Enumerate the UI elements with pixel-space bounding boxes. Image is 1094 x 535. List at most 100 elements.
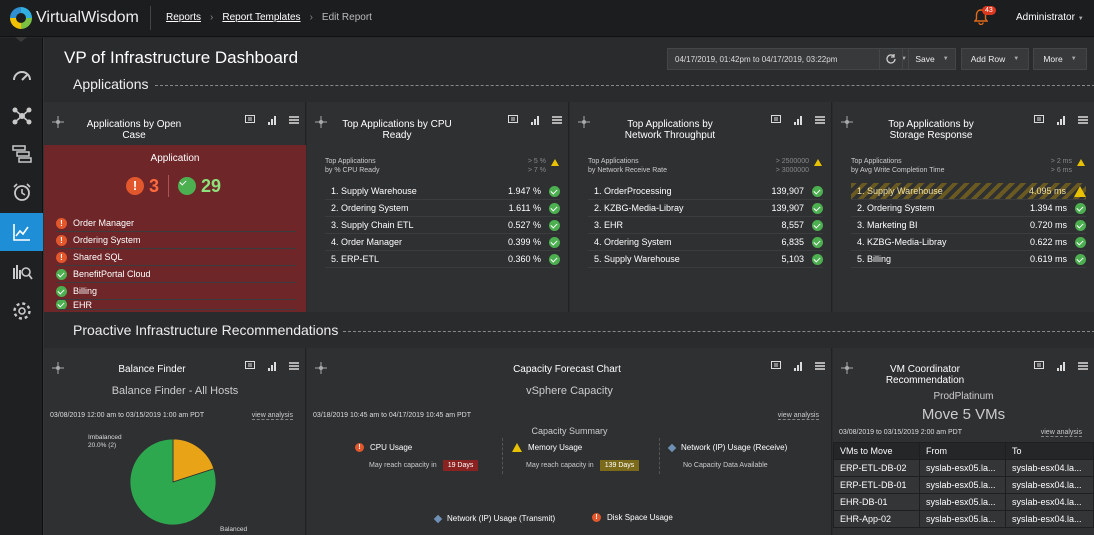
panel-vm-coordinator: VM Coordinator Recommendation ProdPlatin… bbox=[833, 348, 1094, 535]
view-analysis-link[interactable]: view analysis bbox=[1040, 429, 1082, 437]
list-item[interactable]: 4. Ordering System 6,835 bbox=[588, 234, 823, 251]
capacity-label: Network (IP) Usage (Receive) bbox=[681, 443, 788, 452]
bar-chart-icon[interactable] bbox=[1056, 115, 1066, 125]
capacity-network-transmit[interactable]: Network (IP) Usage (Transmit) bbox=[433, 514, 555, 523]
info-diamond-icon bbox=[667, 443, 677, 452]
capacity-cpu[interactable]: ! CPU Usage May reach capacity in 19 Days bbox=[355, 443, 505, 471]
bar-chart-icon[interactable] bbox=[267, 361, 277, 371]
notification-badge: 43 bbox=[982, 6, 996, 15]
panel-title: Top Applications by Storage Response bbox=[888, 119, 974, 141]
list-item[interactable]: 3. EHR 8,557 bbox=[588, 217, 823, 234]
bar-chart-icon[interactable] bbox=[530, 115, 540, 125]
list-item[interactable]: 3. Supply Chain ETL 0.527 % bbox=[325, 217, 560, 234]
user-menu[interactable]: Administrator ▼ bbox=[1016, 12, 1084, 23]
list-item[interactable]: ! Order Manager bbox=[56, 215, 296, 232]
column-header[interactable]: From bbox=[919, 442, 1006, 460]
comment-icon[interactable] bbox=[245, 361, 255, 371]
error-icon: ! bbox=[355, 443, 364, 452]
table-cell: EHR-App-02 bbox=[833, 510, 920, 528]
sidebar-item-settings[interactable] bbox=[0, 292, 43, 330]
check-icon bbox=[549, 185, 560, 197]
list-item[interactable]: 5. Supply Warehouse 5,103 bbox=[588, 251, 823, 268]
column-header[interactable]: To bbox=[1005, 442, 1094, 460]
sidebar-item-alarms[interactable] bbox=[0, 173, 43, 211]
report-search-icon bbox=[12, 265, 33, 280]
menu-icon[interactable] bbox=[815, 115, 825, 125]
comment-icon[interactable] bbox=[508, 115, 518, 125]
sidebar-item-topology[interactable] bbox=[0, 97, 43, 135]
comment-icon[interactable] bbox=[245, 115, 255, 125]
view-analysis-link[interactable]: view analysis bbox=[777, 412, 819, 420]
menu-icon[interactable] bbox=[289, 361, 299, 371]
capacity-memory[interactable]: Memory Usage May reach capacity in 139 Da… bbox=[512, 443, 662, 471]
menu-icon[interactable] bbox=[552, 115, 562, 125]
view-analysis-link[interactable]: view analysis bbox=[251, 412, 293, 420]
list-item[interactable]: 5. Billing 0.619 ms bbox=[851, 251, 1086, 268]
more-button[interactable]: More ▼ bbox=[1033, 48, 1087, 70]
list-item[interactable]: 4. Order Manager 0.399 % bbox=[325, 234, 560, 251]
comment-icon[interactable] bbox=[771, 361, 781, 371]
comment-icon[interactable] bbox=[1034, 361, 1044, 371]
bar-chart-icon[interactable] bbox=[793, 115, 803, 125]
app-name: 2. Ordering System bbox=[331, 203, 409, 213]
list-item[interactable]: 2. Ordering System 1.611 % bbox=[325, 200, 560, 217]
breadcrumb-report-templates[interactable]: Report Templates bbox=[222, 12, 301, 23]
bar-chart-icon[interactable] bbox=[1056, 361, 1066, 371]
date-range-picker[interactable]: 04/17/2019, 01:42pm to 04/17/2019, 03:22… bbox=[667, 48, 915, 70]
list-item[interactable]: 2. KZBG-Media-Libray 139,907 bbox=[588, 200, 823, 217]
sidebar-item-reports[interactable] bbox=[0, 252, 43, 290]
menu-icon[interactable] bbox=[289, 115, 299, 125]
move-handle-icon[interactable] bbox=[841, 362, 853, 374]
move-handle-icon[interactable] bbox=[52, 362, 64, 374]
sidebar-item-dashboard[interactable] bbox=[0, 57, 43, 95]
list-item[interactable]: BenefitPortal Cloud bbox=[56, 266, 296, 283]
column-header[interactable]: VMs to Move bbox=[833, 442, 920, 460]
list-item[interactable]: 3. Marketing BI 0.720 ms bbox=[851, 217, 1086, 234]
app-name: 2. Ordering System bbox=[857, 203, 935, 213]
menu-icon[interactable] bbox=[1078, 361, 1088, 371]
capacity-network-receive[interactable]: Network (IP) Usage (Receive) No Capacity… bbox=[667, 443, 829, 469]
app-value: 5,103 bbox=[781, 254, 804, 264]
list-item[interactable]: 1. Supply Warehouse 1.947 % bbox=[325, 183, 560, 200]
add-row-button[interactable]: Add Row ▼ bbox=[961, 48, 1029, 70]
list-item[interactable]: 4. KZBG-Media-Libray 0.622 ms bbox=[851, 234, 1086, 251]
move-handle-icon[interactable] bbox=[315, 116, 327, 128]
save-label: Save bbox=[915, 54, 935, 64]
logo-icon[interactable] bbox=[10, 7, 32, 29]
move-handle-icon[interactable] bbox=[578, 116, 590, 128]
menu-icon[interactable] bbox=[1078, 115, 1088, 125]
move-handle-icon[interactable] bbox=[315, 362, 327, 374]
panel-title: Capacity Forecast Chart bbox=[513, 364, 621, 375]
pie-slice-imbalanced[interactable] bbox=[172, 438, 215, 483]
list-item[interactable]: ! Shared SQL bbox=[56, 249, 296, 266]
comment-icon[interactable] bbox=[1034, 115, 1044, 125]
table-row[interactable]: EHR-App-02 syslab-esx05.la... syslab-esx04… bbox=[833, 510, 1094, 528]
save-button[interactable]: Save ▼ bbox=[908, 48, 956, 70]
date-range: 03/18/2019 10:45 am to 04/17/2019 10:45 … bbox=[313, 412, 472, 419]
list-item[interactable]: 2. Ordering System 1.394 ms bbox=[851, 200, 1086, 217]
refresh-button[interactable] bbox=[879, 48, 903, 70]
bar-chart-icon[interactable] bbox=[793, 361, 803, 371]
breadcrumb-reports[interactable]: Reports bbox=[166, 12, 202, 23]
comment-icon[interactable] bbox=[771, 115, 781, 125]
list-item[interactable]: 1. OrderProcessing 139,907 bbox=[588, 183, 823, 200]
list-item-warning[interactable]: 1. Supply Warehouse 4.095 ms bbox=[851, 183, 1086, 200]
table-row[interactable]: EHR-DB-01 syslab-esx05.la... syslab-esx04.… bbox=[833, 493, 1094, 511]
divider bbox=[502, 438, 503, 474]
sidebar-item-entities[interactable] bbox=[0, 135, 43, 173]
sidebar-item-analytics[interactable] bbox=[0, 213, 43, 251]
list-item[interactable]: ! Ordering System bbox=[56, 232, 296, 249]
pie-slice-balanced[interactable] bbox=[129, 438, 217, 526]
move-handle-icon[interactable] bbox=[52, 116, 64, 128]
list-item[interactable]: Billing bbox=[56, 283, 296, 300]
menu-icon[interactable] bbox=[815, 361, 825, 371]
table-row[interactable]: ERP-ETL-DB-01 syslab-esx05.la... syslab-es… bbox=[833, 476, 1094, 494]
panel-tools bbox=[771, 361, 825, 371]
bar-chart-icon[interactable] bbox=[267, 115, 277, 125]
list-item[interactable]: EHR bbox=[56, 300, 296, 310]
table-row[interactable]: ERP-ETL-DB-02 syslab-esx05.la... syslab-es… bbox=[833, 459, 1094, 477]
check-icon bbox=[812, 202, 823, 214]
move-handle-icon[interactable] bbox=[841, 116, 853, 128]
capacity-disk[interactable]: ! Disk Space Usage bbox=[592, 513, 673, 522]
list-item[interactable]: 5. ERP-ETL 0.360 % bbox=[325, 251, 560, 268]
